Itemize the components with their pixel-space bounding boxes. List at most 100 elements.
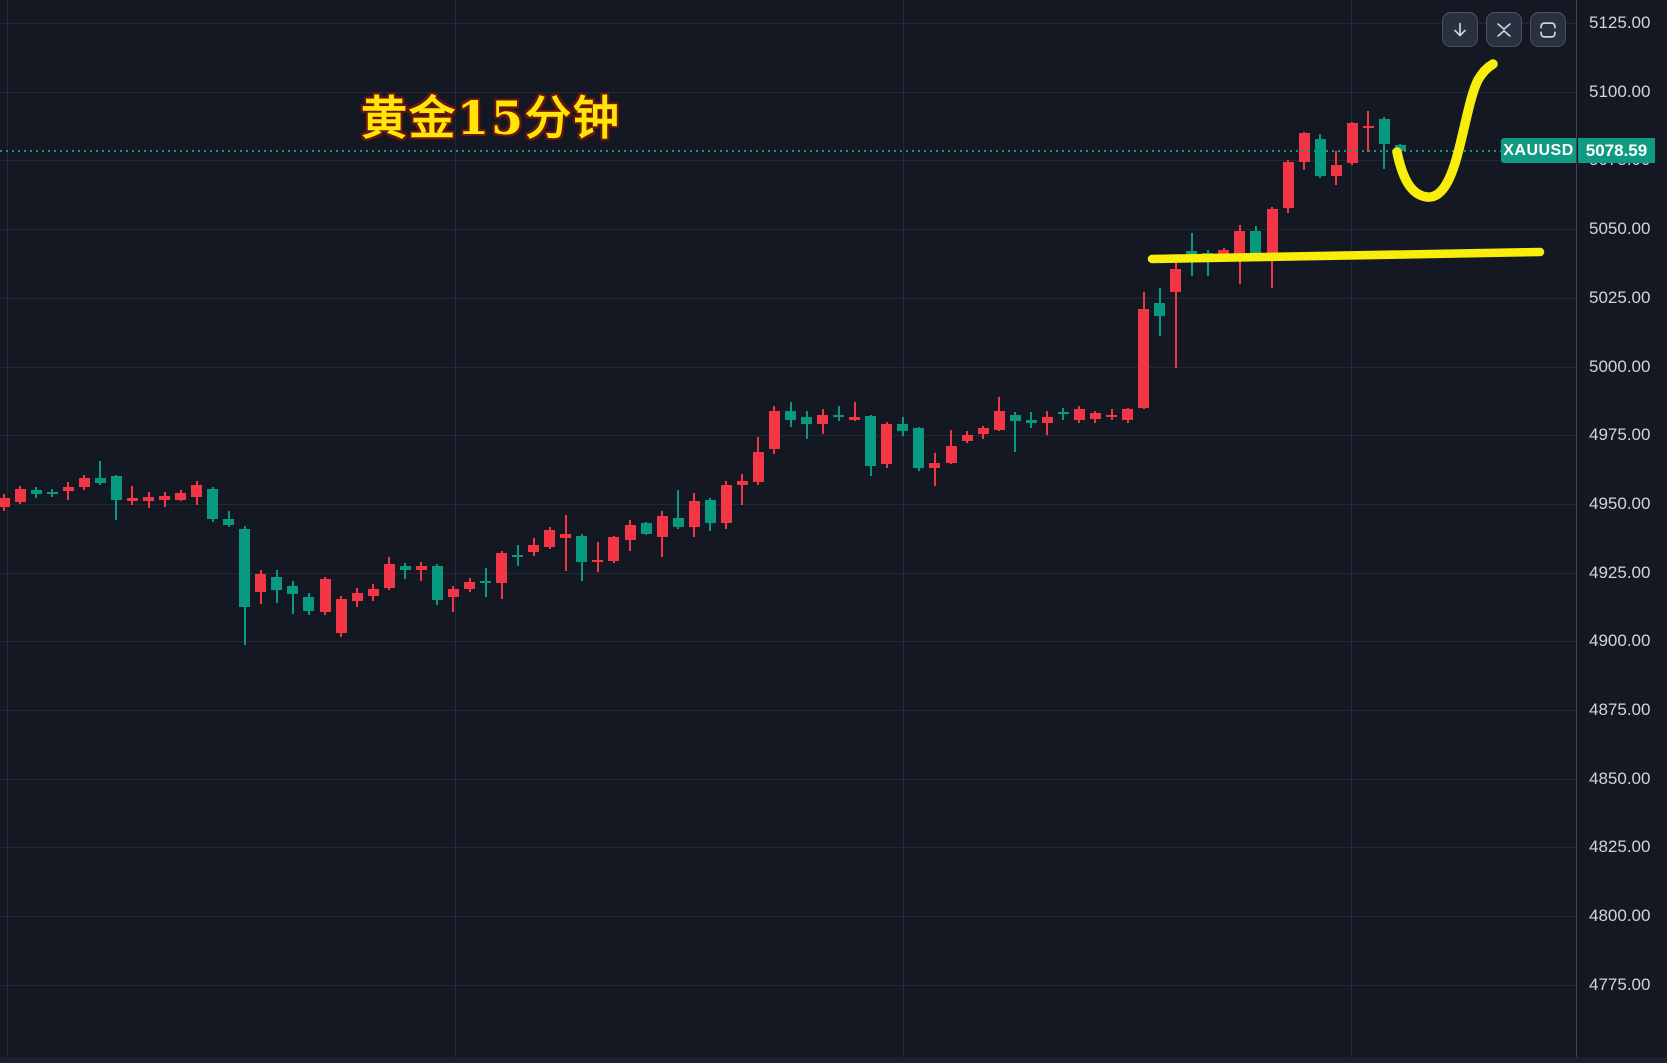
reset-chart-button[interactable]	[1530, 12, 1566, 47]
candle-body	[271, 576, 283, 591]
price-axis-label: 5125.00	[1589, 13, 1651, 33]
candle-wick	[741, 473, 744, 506]
price-axis[interactable]: 5125.005100.005075.005050.005025.005000.…	[1576, 0, 1667, 1057]
candle-wick	[404, 562, 407, 580]
reset-frame-icon	[1540, 21, 1556, 38]
price-axis-label: 4975.00	[1589, 425, 1651, 445]
candle-body	[961, 435, 973, 441]
candle-body	[1009, 414, 1021, 422]
candle-body	[1186, 251, 1198, 254]
chart-canvas[interactable]: 黄金15分钟	[0, 0, 1576, 1057]
annotation-title[interactable]: 黄金15分钟	[361, 91, 622, 145]
candle-body	[78, 477, 90, 488]
candle-wick	[291, 580, 294, 614]
gridline-h	[0, 23, 1576, 25]
price-axis-label: 5025.00	[1589, 287, 1651, 307]
candle-body	[608, 536, 620, 562]
candle-body	[191, 484, 203, 497]
candle-body	[94, 477, 106, 484]
candle-body	[881, 424, 893, 464]
candle-body	[785, 410, 796, 421]
candle-body	[415, 565, 427, 570]
candle-body	[62, 487, 74, 492]
price-axis-separator	[1576, 0, 1577, 1057]
scroll-to-newest-button[interactable]	[1442, 12, 1478, 47]
candle-body	[817, 414, 829, 425]
candle-body	[929, 462, 941, 469]
candle-body	[46, 491, 58, 495]
candle-body	[1314, 138, 1326, 176]
candle-body	[1266, 208, 1278, 257]
candle-body	[1346, 123, 1358, 164]
gridline-h	[0, 503, 1576, 505]
gridline-h	[0, 229, 1576, 231]
gridline-h	[0, 641, 1576, 643]
candle-body	[592, 560, 604, 563]
candle-body	[993, 410, 1005, 430]
candle-body	[1378, 119, 1390, 144]
candle-wick	[131, 486, 134, 506]
candle-body	[1298, 133, 1310, 162]
candle-body	[720, 484, 732, 524]
time-axis[interactable]	[0, 1057, 1667, 1063]
candle-body	[945, 446, 957, 463]
candle-body	[1170, 269, 1182, 293]
candle-body	[560, 534, 572, 539]
candle-body	[175, 492, 187, 500]
candle-body	[1057, 411, 1069, 415]
candle-wick	[1014, 411, 1017, 452]
candle-body	[624, 524, 636, 540]
candle-body	[1250, 230, 1262, 256]
gridline-h	[0, 847, 1576, 849]
gridline-h	[0, 366, 1576, 368]
price-axis-label: 4775.00	[1589, 974, 1651, 994]
price-axis-label: 5050.00	[1589, 219, 1651, 239]
candle-body	[0, 498, 10, 507]
candle-body	[207, 488, 219, 519]
candle-body	[126, 498, 138, 502]
candle-wick	[1046, 410, 1049, 436]
candle-body	[1041, 417, 1053, 423]
candle-body	[752, 451, 764, 482]
candle-body	[1202, 252, 1214, 255]
candle-wick	[1174, 253, 1177, 368]
gridline-h	[0, 572, 1576, 574]
gridline-h	[0, 984, 1576, 986]
price-axis-label: 4825.00	[1589, 837, 1651, 857]
candle-body	[287, 586, 299, 595]
candle-body	[1106, 414, 1117, 418]
gridline-h	[0, 709, 1576, 711]
gridline-h	[0, 91, 1576, 93]
candle-body	[849, 417, 861, 420]
candle-body	[1025, 420, 1037, 423]
candle-body	[833, 414, 845, 418]
candle-body	[319, 579, 331, 613]
candle-body	[367, 589, 379, 596]
candle-body	[1218, 249, 1230, 256]
price-axis-label: 4850.00	[1589, 768, 1651, 788]
candle-body	[1073, 409, 1085, 421]
candle-body	[1282, 161, 1294, 209]
candle-body	[383, 564, 395, 588]
price-axis-label: 5000.00	[1589, 356, 1651, 376]
candle-body	[528, 545, 540, 552]
candle-body	[1154, 303, 1166, 316]
gridline-h	[0, 778, 1576, 780]
candle-body	[512, 554, 524, 557]
candle-wick	[1367, 111, 1370, 153]
candle-body	[1330, 164, 1342, 176]
candle-wick	[420, 561, 423, 581]
candle-body	[704, 499, 716, 524]
price-axis-label: 4900.00	[1589, 631, 1651, 651]
candle-body	[977, 428, 989, 434]
candle-body	[335, 598, 347, 633]
candle-body	[255, 573, 267, 592]
candle-body	[14, 488, 26, 503]
collapse-vertical-icon	[1497, 22, 1511, 37]
candle-body	[399, 565, 411, 570]
price-axis-label: 4950.00	[1589, 493, 1651, 513]
candle-body	[223, 519, 235, 525]
collapse-axis-button[interactable]	[1486, 12, 1522, 47]
candle-wick	[564, 514, 567, 572]
